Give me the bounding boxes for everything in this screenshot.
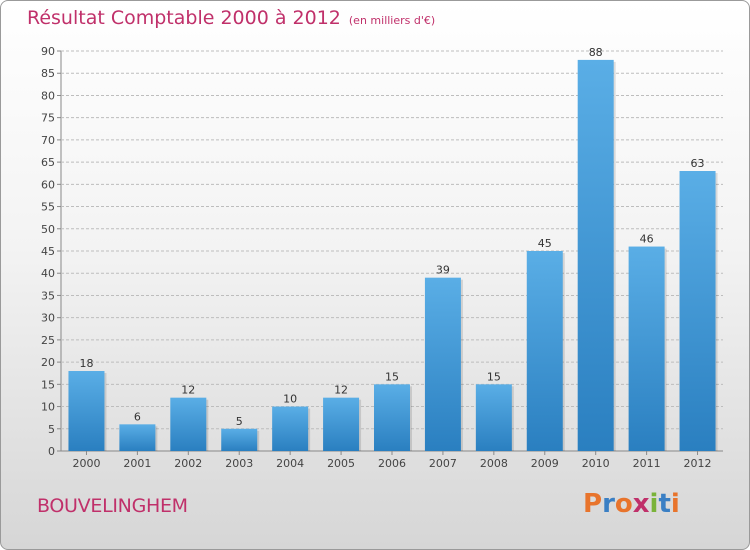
- x-tick-label: 2010: [582, 457, 610, 470]
- chart-subtitle: (en milliers d'€): [348, 14, 436, 27]
- y-tick-label: 90: [41, 45, 55, 58]
- y-tick-label: 35: [41, 289, 55, 302]
- data-label: 46: [640, 233, 654, 246]
- y-tick-label: 85: [41, 67, 55, 80]
- chart-title-text: Résultat Comptable 2000 à 2012: [27, 7, 341, 29]
- y-tick-label: 0: [48, 445, 55, 458]
- data-label: 12: [181, 384, 195, 397]
- data-label: 12: [334, 384, 348, 397]
- data-label: 15: [487, 370, 501, 383]
- data-label: 39: [436, 264, 450, 277]
- bar-2006: [374, 384, 410, 451]
- bar-2005: [323, 397, 360, 451]
- y-tick-label: 40: [41, 267, 55, 280]
- x-tick-label: 2001: [123, 457, 151, 470]
- bar-2007: [424, 277, 461, 451]
- y-tick-label: 45: [41, 245, 55, 258]
- y-tick-label: 15: [41, 378, 55, 391]
- bar-2012: [679, 171, 716, 451]
- bar-2010: [577, 59, 614, 452]
- data-label: 15: [385, 370, 399, 383]
- chart-title: Résultat Comptable 2000 à 2012 (en millie…: [27, 7, 435, 29]
- x-tick-label: 2007: [429, 457, 457, 470]
- x-tick-label: 2006: [378, 457, 406, 470]
- x-tick-label: 2005: [327, 457, 355, 470]
- x-tick-label: 2011: [633, 457, 661, 470]
- logo-letter: t: [658, 489, 671, 519]
- data-label: 6: [134, 410, 141, 423]
- y-tick-label: 30: [41, 312, 55, 325]
- y-tick-label: 75: [41, 112, 55, 125]
- data-label: 63: [691, 157, 705, 170]
- x-tick-label: 2012: [684, 457, 712, 470]
- logo-letter: o: [614, 489, 633, 519]
- bar-2000: [68, 371, 105, 451]
- bar-2008: [475, 384, 512, 451]
- logo-letter: r: [602, 489, 615, 519]
- y-tick-label: 65: [41, 156, 55, 169]
- x-tick-label: 2004: [276, 457, 304, 470]
- y-tick-label: 60: [41, 178, 55, 191]
- bar-2001: [119, 424, 156, 451]
- logo-letter: i: [649, 489, 659, 519]
- bar-2004: [272, 406, 309, 451]
- proxiti-logo[interactable]: Proxiti: [583, 489, 680, 519]
- y-tick-label: 25: [41, 334, 55, 347]
- logo-letter: i: [670, 489, 680, 519]
- bar-2011: [628, 246, 665, 451]
- y-tick-label: 50: [41, 223, 55, 236]
- y-tick-label: 20: [41, 356, 55, 369]
- commune-name: BOUVELINGHEM: [37, 495, 188, 517]
- data-label: 18: [79, 357, 93, 370]
- bar-2003: [221, 428, 258, 451]
- bar-2009: [526, 251, 563, 451]
- y-tick-label: 10: [41, 401, 55, 414]
- data-label: 10: [283, 393, 297, 406]
- y-tick-label: 70: [41, 134, 55, 147]
- x-tick-label: 2003: [225, 457, 253, 470]
- data-label: 45: [538, 237, 552, 250]
- logo-letter: P: [583, 489, 603, 519]
- data-label: 5: [236, 415, 243, 428]
- logo-letter: x: [632, 489, 650, 519]
- y-tick-label: 80: [41, 89, 55, 102]
- x-tick-label: 2008: [480, 457, 508, 470]
- x-tick-label: 2002: [174, 457, 202, 470]
- x-tick-label: 2009: [531, 457, 559, 470]
- y-tick-label: 55: [41, 201, 55, 214]
- y-tick-label: 5: [48, 423, 55, 436]
- data-label: 88: [589, 46, 603, 59]
- x-tick-label: 2000: [72, 457, 100, 470]
- bar-2002: [170, 397, 207, 451]
